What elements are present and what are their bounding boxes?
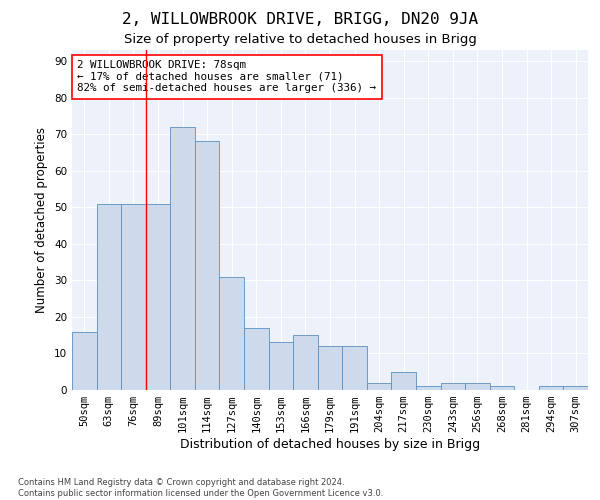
- Text: Size of property relative to detached houses in Brigg: Size of property relative to detached ho…: [124, 32, 476, 46]
- Bar: [146, 204, 170, 390]
- Bar: [342, 346, 367, 390]
- Bar: [293, 335, 318, 390]
- Bar: [195, 142, 220, 390]
- Bar: [563, 386, 588, 390]
- Bar: [440, 382, 465, 390]
- Bar: [269, 342, 293, 390]
- Text: 2, WILLOWBROOK DRIVE, BRIGG, DN20 9JA: 2, WILLOWBROOK DRIVE, BRIGG, DN20 9JA: [122, 12, 478, 28]
- Bar: [97, 204, 121, 390]
- Bar: [465, 382, 490, 390]
- Bar: [72, 332, 97, 390]
- Y-axis label: Number of detached properties: Number of detached properties: [35, 127, 49, 313]
- Bar: [391, 372, 416, 390]
- Bar: [170, 127, 195, 390]
- Text: 2 WILLOWBROOK DRIVE: 78sqm
← 17% of detached houses are smaller (71)
82% of semi: 2 WILLOWBROOK DRIVE: 78sqm ← 17% of deta…: [77, 60, 376, 94]
- Bar: [490, 386, 514, 390]
- Bar: [121, 204, 146, 390]
- Bar: [539, 386, 563, 390]
- Bar: [318, 346, 342, 390]
- Bar: [367, 382, 391, 390]
- Bar: [220, 276, 244, 390]
- Text: Contains HM Land Registry data © Crown copyright and database right 2024.
Contai: Contains HM Land Registry data © Crown c…: [18, 478, 383, 498]
- X-axis label: Distribution of detached houses by size in Brigg: Distribution of detached houses by size …: [180, 438, 480, 451]
- Bar: [244, 328, 269, 390]
- Bar: [416, 386, 440, 390]
